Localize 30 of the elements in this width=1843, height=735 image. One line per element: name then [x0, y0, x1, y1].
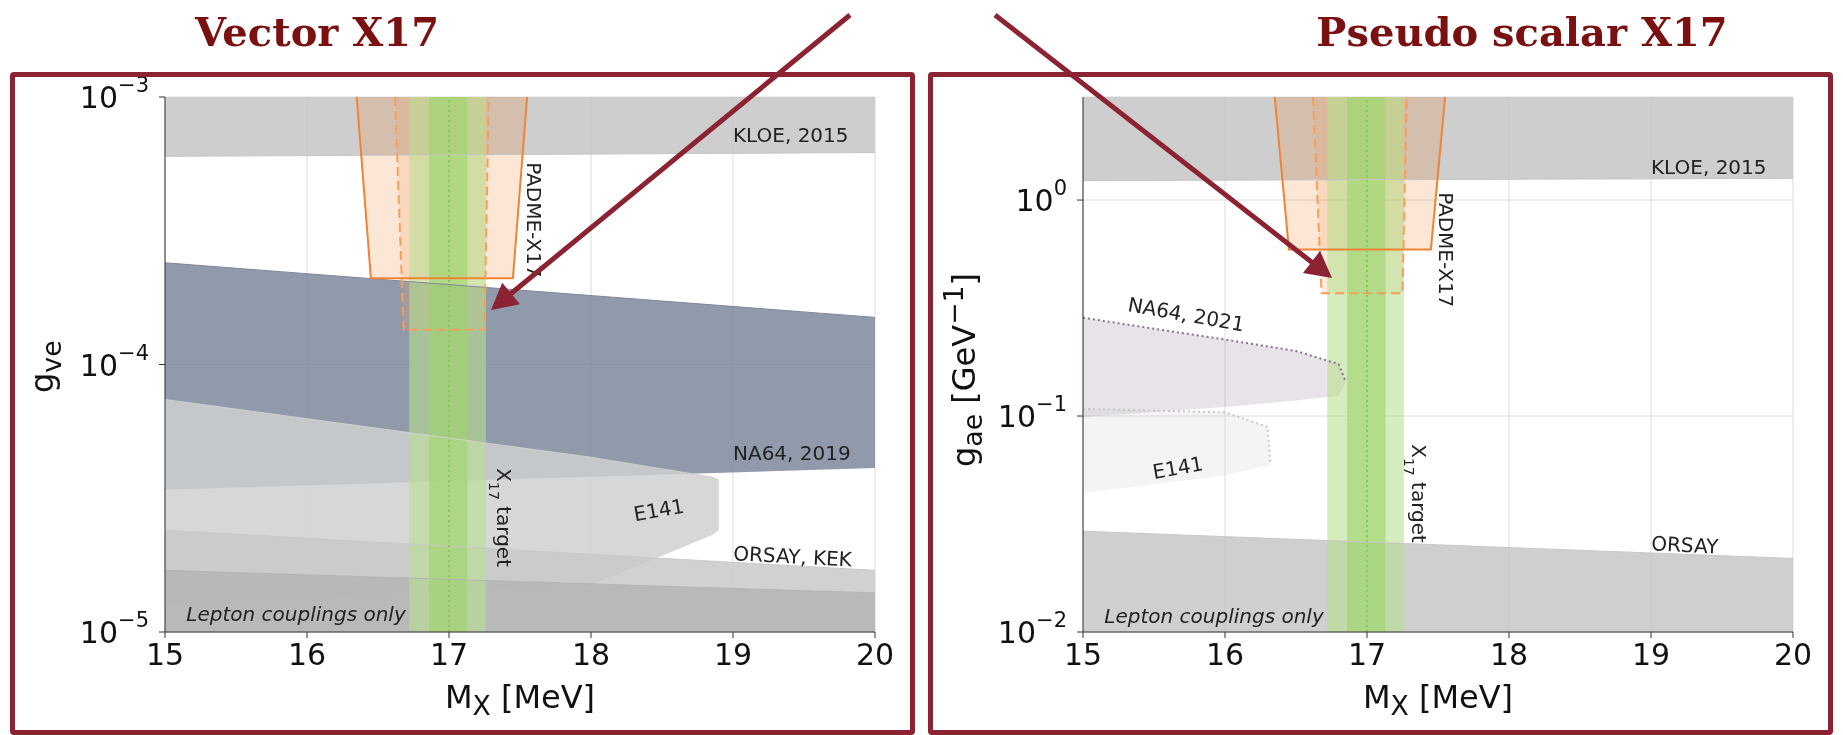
chart-title: Pseudo scalar X17	[1315, 8, 1729, 55]
annotation: E141	[1150, 451, 1205, 484]
x-tick-label: 16	[1205, 637, 1245, 673]
x-tick-label: 18	[571, 637, 611, 673]
annotation: ORSAY, KEK	[732, 541, 854, 572]
x-tick-label: 19	[1631, 637, 1671, 673]
x-tick-label: 17	[429, 637, 469, 673]
annotation: NA64, 2019	[733, 440, 851, 465]
y-tick-label: 10$^{0}$	[1015, 176, 1067, 218]
x-tick-label: 20	[1773, 637, 1813, 673]
annotation: NA64, 2021	[1126, 292, 1247, 337]
annotation: ORSAY	[1650, 531, 1720, 559]
x-tick-label: 16	[287, 637, 327, 673]
x-tick-label: 19	[713, 637, 753, 673]
x-axis-title: M$_{X}$ [MeV]	[1361, 678, 1515, 722]
x-tick-label: 20	[855, 637, 895, 673]
annotation: KLOE, 2015	[733, 122, 849, 147]
annotation: E141	[631, 493, 686, 527]
y-tick-label: 10$^{−4}$	[79, 340, 149, 382]
annotation: KLOE, 2015	[1651, 155, 1767, 180]
y-tick-label: 10$^{−1}$	[997, 392, 1067, 434]
x-axis-title: M$_{X}$ [MeV]	[443, 678, 597, 722]
annotation: PADME-X17	[522, 162, 547, 278]
x-tick-label: 17	[1347, 637, 1387, 673]
y-tick-label: 10$^{−3}$	[79, 73, 149, 115]
chart-title: Vector X17	[193, 8, 440, 55]
annotation: Lepton couplings only	[1104, 603, 1325, 628]
x-tick-label: 18	[1489, 637, 1529, 673]
annotation: PADME-X17	[1434, 192, 1459, 308]
annotation: Lepton couplings only	[186, 601, 407, 626]
